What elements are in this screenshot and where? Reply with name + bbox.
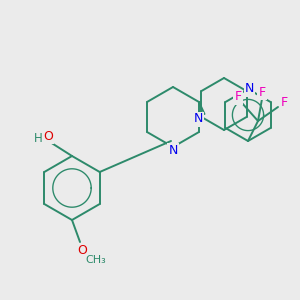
Text: CH₃: CH₃ <box>85 255 106 265</box>
Text: N: N <box>245 82 254 95</box>
Text: H: H <box>34 133 42 146</box>
Text: N: N <box>194 112 203 125</box>
Text: O: O <box>43 130 53 142</box>
Text: F: F <box>280 97 288 110</box>
Text: N: N <box>168 143 178 157</box>
Text: F: F <box>234 91 242 103</box>
Text: F: F <box>258 85 266 98</box>
Text: O: O <box>77 244 87 256</box>
